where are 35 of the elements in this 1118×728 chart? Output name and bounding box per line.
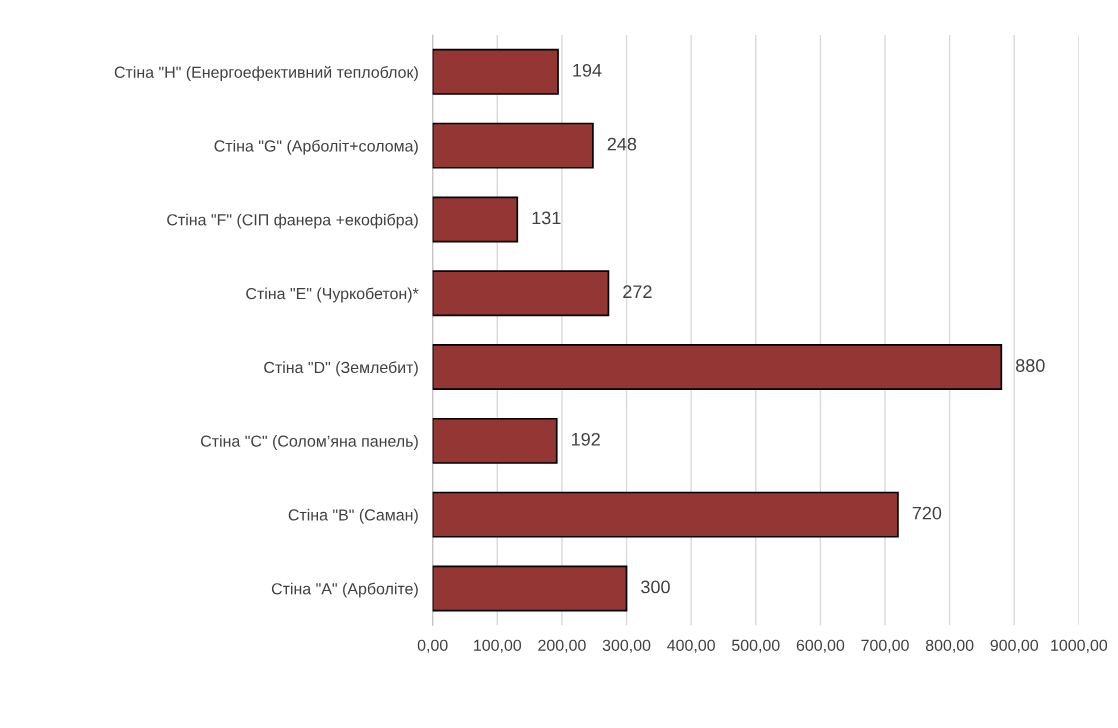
bar (432, 122, 594, 169)
bar (432, 196, 519, 243)
bar (432, 491, 899, 538)
y-tick-label: Стіна "C" (Солом’яна панель) (201, 435, 418, 450)
x-tick-label: 400,00 (667, 639, 715, 653)
x-tick-label: 0,00 (417, 639, 448, 653)
bar (432, 48, 559, 95)
bar (432, 565, 628, 612)
x-tick-label: 800,00 (925, 639, 974, 653)
y-tick-label: Стіна "F" (СІП фанера +екофібра) (167, 213, 418, 229)
data-label: 192 (572, 432, 600, 446)
x-tick-label: 900,00 (990, 639, 1039, 653)
y-tick-label: Стіна "D" (Землебит) (264, 361, 418, 377)
data-label: 720 (912, 506, 942, 520)
bar (432, 270, 610, 317)
y-tick-label: Стіна "H" (Енергоефективний теплоблок) (114, 65, 418, 82)
y-tick-label: Стіна "E" (Чуркобетон)* (246, 287, 419, 303)
x-tick-label: 500,00 (731, 639, 780, 653)
x-tick-label: 200,00 (538, 639, 586, 653)
data-label: 880 (1016, 359, 1045, 372)
y-tick-label: Стіна "B" (Саман) (288, 508, 418, 524)
x-tick-label: 600,00 (796, 639, 845, 653)
y-tick-label: Стіна "A" (Арболіте) (271, 582, 418, 598)
bar (432, 417, 558, 464)
x-tick-label: 1000,00 (1051, 639, 1108, 653)
bar (432, 344, 1003, 391)
data-label: 300 (641, 580, 670, 594)
data-label: 248 (607, 137, 637, 151)
data-label: 194 (573, 63, 602, 77)
x-tick-label: 100,00 (474, 639, 522, 653)
data-label: 272 (623, 285, 652, 298)
data-label: 131 (532, 211, 561, 225)
x-tick-label: 300,00 (602, 639, 651, 653)
y-tick-label: Стіна "G" (Арболіт+солома) (214, 139, 418, 155)
x-tick-label: 700,00 (861, 639, 909, 653)
